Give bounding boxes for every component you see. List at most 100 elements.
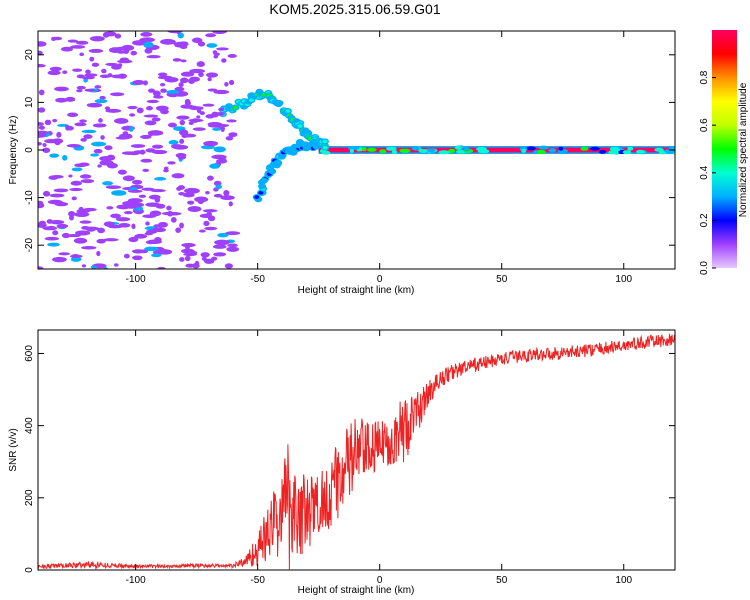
carrier-blob — [598, 149, 607, 154]
spectrogram-y-tick-label: -20 — [24, 238, 35, 253]
spectrogram-noise-mark — [159, 38, 176, 45]
spectrogram-noise-mark — [143, 114, 159, 118]
spectrogram-noise-mark — [202, 103, 215, 107]
snr-y-tick-label: 0 — [24, 567, 35, 573]
spectrogram-noise-mark — [66, 143, 82, 148]
spectrogram-noise-mark — [93, 148, 103, 154]
carrier-blob — [454, 145, 462, 150]
spectrogram-noise-mark — [116, 204, 131, 210]
arc-branch-mark — [322, 145, 328, 150]
spectrogram-noise-mark — [121, 44, 135, 51]
spectrogram-noise-mark — [203, 258, 215, 264]
spectrogram-noise-mark — [189, 76, 197, 82]
spectrogram-noise-mark — [187, 205, 202, 212]
spectrogram-noise-mark — [198, 72, 204, 77]
spectrogram-noise-mark — [187, 200, 195, 205]
carrier-blob — [448, 148, 456, 153]
spectrogram-noise-mark — [51, 174, 64, 179]
spectrogram-noise-mark — [105, 185, 122, 190]
snr-background — [38, 330, 675, 570]
spectrogram-noise-mark — [214, 239, 230, 246]
spectrogram-noise-mark — [152, 90, 161, 97]
arc-branch-mark — [285, 109, 291, 113]
spectrogram-noise-mark — [145, 148, 156, 153]
carrier-blob — [420, 149, 428, 154]
colorbar-bar — [712, 30, 737, 268]
spectrogram-x-tick-label: 100 — [615, 274, 632, 285]
arc-branch-mark — [248, 98, 254, 102]
carrier-blob — [580, 146, 589, 151]
spectrogram-noise-mark — [192, 127, 206, 131]
spectrogram-noise-mark — [185, 263, 195, 268]
spectrogram-noise-mark — [42, 190, 51, 197]
spectrogram-noise-mark — [179, 119, 186, 126]
spectrogram-noise-mark — [105, 108, 122, 113]
spectrogram-noise-mark — [73, 237, 88, 244]
spectrogram-noise-mark — [142, 214, 157, 219]
spectrogram-noise-mark — [144, 120, 157, 126]
spectrogram-noise-mark — [143, 41, 154, 48]
spectrogram-noise-mark — [227, 54, 237, 58]
carrier-blob — [399, 148, 411, 153]
spectrogram-y-tick-label: 10 — [24, 96, 35, 108]
spectrogram-noise-mark — [128, 237, 139, 243]
spectrogram-noise-mark — [38, 200, 44, 206]
spectrogram-noise-mark — [132, 40, 147, 46]
spectrogram-noise-mark — [174, 86, 185, 92]
spectrogram-y-tick-label: 20 — [24, 49, 35, 61]
carrier-blob — [622, 150, 632, 155]
spectrogram-noise-mark — [131, 223, 136, 230]
snr-x-tick-label: -50 — [250, 575, 265, 586]
spectrogram-noise-mark — [226, 119, 237, 123]
spectrogram-noise-mark — [98, 118, 103, 123]
spectrogram-noise-mark — [144, 48, 153, 54]
spectrogram-noise-mark — [106, 162, 118, 169]
spectrogram-noise-mark — [38, 41, 47, 47]
spectrogram-noise-mark — [148, 194, 161, 200]
snr-y-tick-label: 400 — [24, 417, 35, 434]
colorbar-tick-label: 0.2 — [699, 213, 710, 227]
spectrogram-noise-mark — [127, 198, 143, 204]
spectrogram-noise-mark — [123, 211, 133, 215]
spectrogram-noise-mark — [53, 188, 69, 193]
spectrogram-noise-mark — [85, 69, 91, 75]
spectrogram-noise-mark — [38, 142, 42, 146]
arc-branch-mark — [297, 124, 303, 128]
spectrogram-noise-mark — [143, 80, 148, 86]
spectrogram-noise-mark — [205, 191, 210, 195]
spectrogram-noise-mark — [38, 266, 44, 269]
spectrogram-noise-mark — [145, 240, 156, 245]
carrier-blob — [361, 147, 367, 152]
spectrogram-noise-mark — [128, 126, 134, 132]
spectrogram-noise-mark — [74, 122, 87, 127]
spectrogram-noise-mark — [225, 231, 241, 236]
spectrogram-noise-mark — [203, 140, 219, 147]
spectrogram-noise-mark — [38, 89, 45, 96]
lower-branch-mark — [269, 169, 275, 174]
carrier-blob — [535, 149, 546, 154]
lower-branch-mark — [275, 161, 281, 166]
spectrogram-x-tick-label: 0 — [377, 274, 383, 285]
spectrogram-noise-mark — [114, 118, 129, 124]
carrier-blob — [654, 147, 664, 152]
spectrogram-noise-mark — [70, 180, 82, 186]
spectrogram-noise-mark — [55, 97, 68, 103]
spectrogram-noise-mark — [86, 102, 103, 108]
spectrogram-y-tick-label: 0 — [24, 147, 35, 153]
snr-y-axis-label: SNR (v/v) — [8, 428, 19, 471]
spectrogram-noise-mark — [130, 50, 138, 56]
spectrogram-noise-mark — [127, 189, 143, 193]
spectrogram-noise-mark — [146, 55, 161, 59]
carrier-blob — [385, 146, 397, 151]
spectrogram-noise-mark — [67, 39, 79, 43]
spectrogram-noise-mark — [123, 253, 130, 259]
spectrogram-noise-mark — [52, 230, 59, 236]
spectrogram-noise-mark — [51, 138, 64, 144]
spectrogram-noise-mark — [38, 50, 43, 56]
spectrogram-noise-mark — [177, 32, 184, 39]
spectrogram-noise-mark — [97, 164, 102, 168]
colorbar-tick-label: 0.8 — [699, 70, 710, 84]
spectrogram-noise-mark — [104, 145, 113, 151]
spectrogram-noise-mark — [52, 36, 63, 41]
